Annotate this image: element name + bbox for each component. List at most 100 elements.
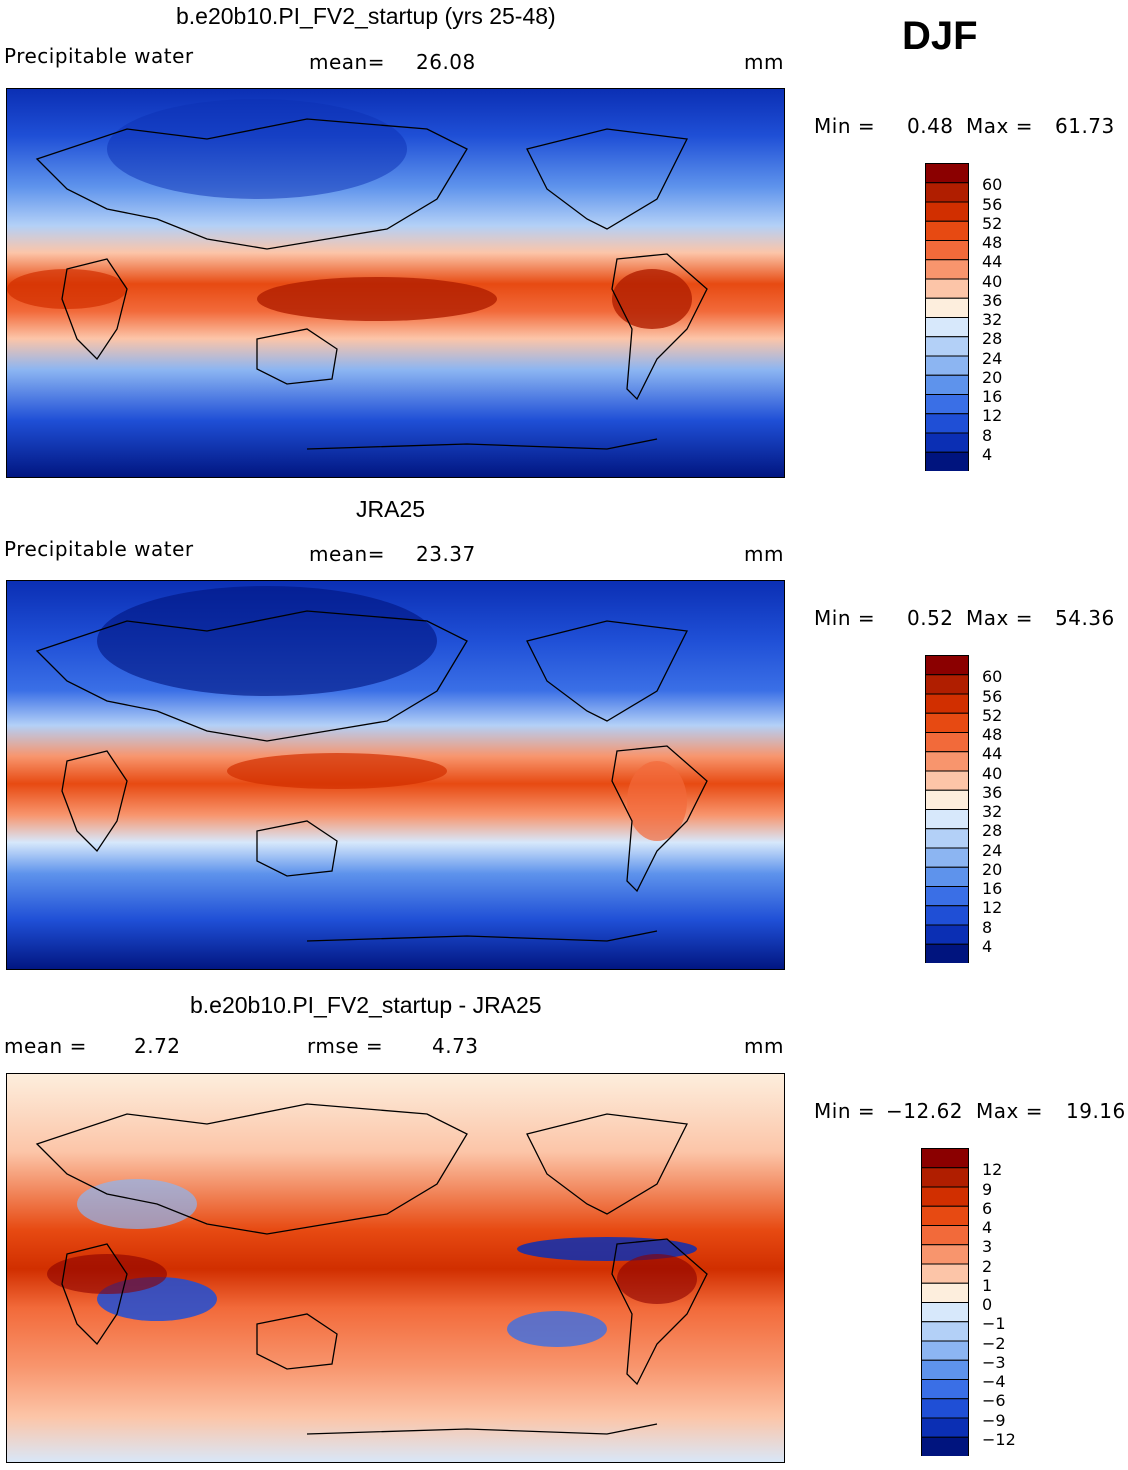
colorbar-tick-label: 40 <box>982 271 1003 291</box>
colorbar-swatch <box>921 1186 969 1207</box>
panel-1-mean-label: mean= <box>309 50 385 74</box>
colorbar-tick-label: 4 <box>982 1218 993 1237</box>
colorbar-swatch <box>925 943 969 963</box>
panel-3-min-value: −12.62 <box>886 1099 964 1123</box>
colorbar-swatch <box>925 732 969 753</box>
colorbar-tick-label: 44 <box>982 744 1003 764</box>
colorbar-tick-label: 24 <box>982 348 1003 368</box>
colorbar-tick-label: 60 <box>982 667 1003 687</box>
colorbar-swatch <box>921 1359 969 1380</box>
colorbar-swatch <box>925 712 969 733</box>
colorbar-swatch <box>925 674 969 695</box>
panel-1-field-plot <box>7 89 784 477</box>
colorbar-tick-label: 36 <box>982 782 1003 802</box>
colorbar-tick-label: 52 <box>982 213 1003 233</box>
panel-2-colorbar-svg <box>925 655 969 963</box>
colorbar-tick-label: 12 <box>982 1160 1003 1180</box>
panel-3-mean-value: 2.72 <box>134 1034 181 1058</box>
colorbar-tick-label: 52 <box>982 705 1003 725</box>
panel-2-mean-value: 23.37 <box>416 542 476 566</box>
colorbar-swatch <box>925 432 969 453</box>
colorbar-swatch <box>925 374 969 395</box>
panel-2-min-label: Min = <box>814 606 876 630</box>
colorbar-swatch <box>925 394 969 415</box>
colorbar-swatch <box>925 317 969 338</box>
colorbar-swatch <box>921 1321 969 1342</box>
colorbar-swatch <box>925 924 969 945</box>
panel-1-units: mm <box>744 50 784 74</box>
colorbar-swatch <box>925 828 969 849</box>
panel-2-colorbar <box>925 655 969 963</box>
colorbar-swatch <box>925 886 969 907</box>
colorbar-tick-label: 20 <box>982 859 1003 879</box>
colorbar-tick-label: 56 <box>982 686 1003 706</box>
colorbar-tick-label: 32 <box>982 310 1003 329</box>
colorbar-swatch <box>921 1282 969 1303</box>
panel-2-map <box>6 580 785 970</box>
colorbar-swatch <box>921 1225 969 1246</box>
colorbar-swatch <box>925 278 969 299</box>
colorbar-tick-label: −12 <box>982 1429 1016 1449</box>
colorbar-swatch <box>925 336 969 357</box>
panel-2-field-plot <box>7 581 784 969</box>
colorbar-tick-label: 9 <box>982 1179 993 1199</box>
colorbar-swatch <box>921 1263 969 1284</box>
colorbar-swatch <box>921 1436 969 1456</box>
colorbar-tick-label: 32 <box>982 802 1003 821</box>
panel-3-max-value: 19.16 <box>1066 1099 1126 1123</box>
colorbar-tick-label: 56 <box>982 194 1003 214</box>
colorbar-tick-label: 6 <box>982 1198 993 1218</box>
colorbar-swatch <box>925 751 969 772</box>
panel-3-mean-label: mean = <box>4 1034 87 1058</box>
colorbar-tick-label: −6 <box>982 1391 1006 1411</box>
colorbar-tick-label: 4 <box>982 444 993 464</box>
colorbar-swatch <box>921 1340 969 1361</box>
colorbar-swatch <box>921 1244 969 1265</box>
colorbar-tick-label: 24 <box>982 840 1003 860</box>
colorbar-tick-label: 48 <box>982 233 1003 252</box>
panel-2-min-value: 0.52 <box>907 606 954 630</box>
colorbar-swatch <box>921 1417 969 1438</box>
colorbar-swatch <box>925 866 969 887</box>
panel-1-max-label: Max = <box>966 114 1033 138</box>
colorbar-tick-label: 44 <box>982 252 1003 272</box>
colorbar-tick-label: 48 <box>982 725 1003 744</box>
colorbar-swatch <box>925 905 969 926</box>
colorbar-tick-label: 3 <box>982 1237 993 1257</box>
panel-3-colorbar-svg <box>921 1148 969 1456</box>
colorbar-tick-label: 20 <box>982 367 1003 387</box>
panel-1-min-value: 0.48 <box>907 114 954 138</box>
colorbar-swatch <box>925 655 969 676</box>
panel-2-mean-label: mean= <box>309 542 385 566</box>
colorbar-swatch <box>925 789 969 810</box>
panel-1-field-label: Precipitable water <box>4 44 194 68</box>
colorbar-tick-label: 36 <box>982 290 1003 310</box>
panel-1-min-label: Min = <box>814 114 876 138</box>
panel-3-colorbar <box>921 1148 969 1456</box>
colorbar-swatch <box>921 1379 969 1400</box>
colorbar-tick-label: −9 <box>982 1410 1006 1430</box>
colorbar-tick-label: 16 <box>982 879 1003 898</box>
colorbar-tick-label: 40 <box>982 763 1003 783</box>
colorbar-tick-label: 28 <box>982 329 1003 349</box>
season-label: DJF <box>902 14 978 58</box>
colorbar-swatch <box>925 182 969 203</box>
panel-3-rmse-value: 4.73 <box>432 1034 479 1058</box>
panel-2-title: JRA25 <box>356 496 426 522</box>
panel-2-units: mm <box>744 542 784 566</box>
colorbar-swatch <box>925 297 969 318</box>
colorbar-swatch <box>925 451 969 471</box>
colorbar-swatch <box>921 1148 969 1169</box>
panel-3-field-plot <box>7 1074 784 1462</box>
colorbar-swatch <box>925 847 969 868</box>
panel-1-max-value: 61.73 <box>1055 114 1115 138</box>
colorbar-tick-label: 1 <box>982 1275 993 1295</box>
colorbar-tick-label: 8 <box>982 425 993 445</box>
colorbar-swatch <box>921 1205 969 1226</box>
colorbar-tick-label: 28 <box>982 821 1003 841</box>
colorbar-tick-label: 16 <box>982 387 1003 406</box>
panel-2-max-value: 54.36 <box>1055 606 1115 630</box>
colorbar-swatch <box>925 240 969 261</box>
colorbar-swatch <box>925 201 969 222</box>
colorbar-tick-label: −4 <box>982 1372 1006 1391</box>
